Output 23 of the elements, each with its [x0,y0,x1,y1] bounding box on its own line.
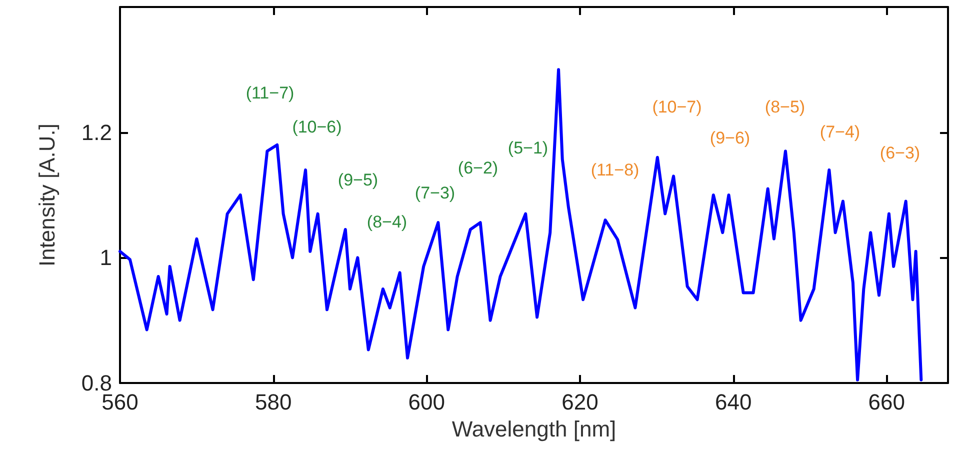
annotation: (8−4) [366,212,408,232]
annotation: (8−5) [764,98,806,116]
annotation: (11−8) [590,160,640,180]
annotation: (9−5) [338,170,378,190]
x-axis-title: Wavelength [nm] [452,416,616,442]
annotation: (10−6) [292,118,342,136]
x-tick-label: 660 [868,390,906,414]
x-tick-label: 600 [408,390,446,414]
annotation: (7−3) [414,184,456,202]
line-series [118,68,923,382]
annotation: (6−2) [458,158,498,178]
annotation: (11−7) [246,84,294,102]
x-tick-label: 640 [714,390,752,414]
annotation: (5−1) [508,138,548,158]
y-tick-label: 1.2 [81,120,112,145]
annotation: (10−7) [652,98,702,116]
y-axis-title: Intensity [A.U.] [34,123,60,267]
x-tick-label: 620 [562,390,598,414]
annotation: (6−3) [880,144,920,162]
x-tick-label: 580 [254,390,292,414]
y-tick-label: 1 [100,245,112,270]
annotation: (9−6) [710,128,750,148]
annotation: (7−4) [820,122,860,142]
